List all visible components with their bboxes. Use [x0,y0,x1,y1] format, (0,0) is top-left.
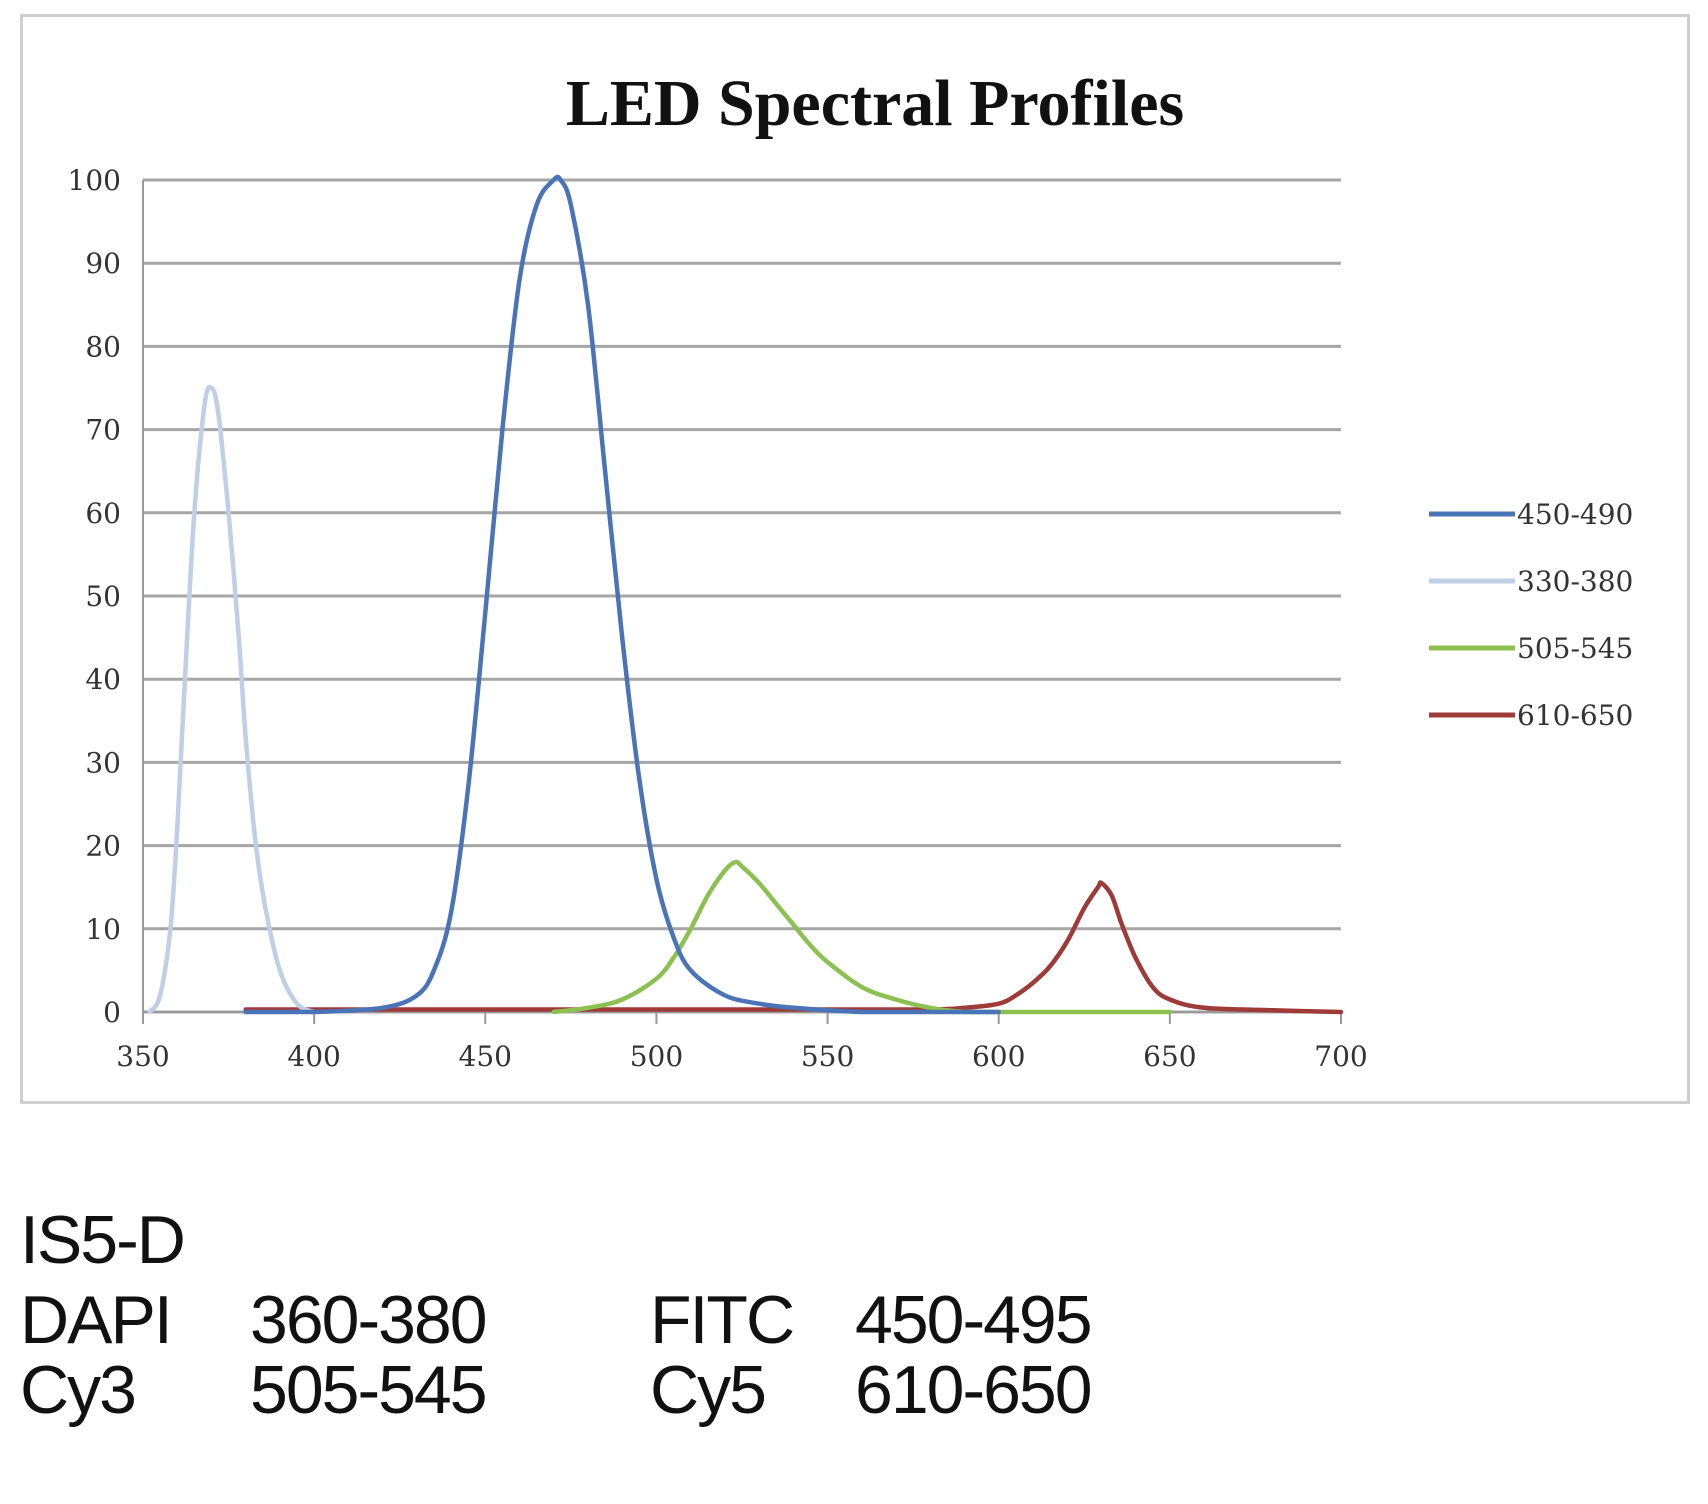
y-tick-label: 30 [85,746,121,779]
tick-labels: 0 10 20 30 40 50 60 70 80 90 100 350 400 450 500 550 600… [68,164,1368,1073]
filter-range-dapi: 360-380 [250,1282,488,1358]
y-tick-label: 90 [85,247,121,280]
legend-label: 450-490 [1517,498,1633,531]
filter-name-dapi: DAPI [20,1282,173,1358]
y-tick-label: 70 [85,414,121,447]
filter-range-fitc: 450-495 [855,1282,1093,1358]
y-tick-label: 40 [85,663,121,696]
filter-name-cy5: Cy5 [650,1352,767,1428]
x-tick-label: 700 [1314,1040,1367,1073]
chart-svg: LED Spectral Profiles 0 10 20 30 40 50 60 70 80 9… [68,67,1634,1073]
x-tick-label: 500 [630,1040,683,1073]
series-lines [147,174,1344,1015]
x-tick-label: 600 [972,1040,1025,1073]
filter-name-cy3: Cy3 [20,1352,137,1428]
y-tick-label: 80 [85,330,121,363]
x-tick-label: 400 [287,1040,340,1073]
series-line-505-545 [551,859,1173,1015]
grid-lines [143,178,1341,1014]
y-tick-label: 100 [68,164,121,197]
series-line-330-380 [147,384,317,1015]
x-tick-label: 650 [1143,1040,1196,1073]
y-tick-label: 20 [85,830,121,863]
filter-range-cy3: 505-545 [250,1352,488,1428]
legend-label: 505-545 [1517,632,1633,665]
model-name: IS5-D [20,1202,186,1278]
filter-range-cy5: 610-650 [855,1352,1093,1428]
x-tick-label: 450 [459,1040,512,1073]
y-tick-label: 50 [85,580,121,613]
series-line-610-650 [243,880,1344,1015]
y-tick-label: 60 [85,497,121,530]
series-line-450-490 [243,174,1001,1015]
chart-frame: LED Spectral Profiles 0 10 20 30 40 50 60 70 80 9… [20,14,1690,1104]
legend: 450-490 330-380 505-545 610-650 [1429,498,1633,732]
legend-label: 610-650 [1517,699,1633,732]
filter-name-fitc: FITC [650,1282,795,1358]
x-tick-label: 350 [116,1040,169,1073]
y-tick-label: 0 [103,996,121,1029]
chart-title: LED Spectral Profiles [566,67,1184,140]
legend-label: 330-380 [1517,565,1633,598]
x-tick-label: 550 [801,1040,854,1073]
y-tick-label: 10 [85,913,121,946]
axes [142,180,1342,1024]
